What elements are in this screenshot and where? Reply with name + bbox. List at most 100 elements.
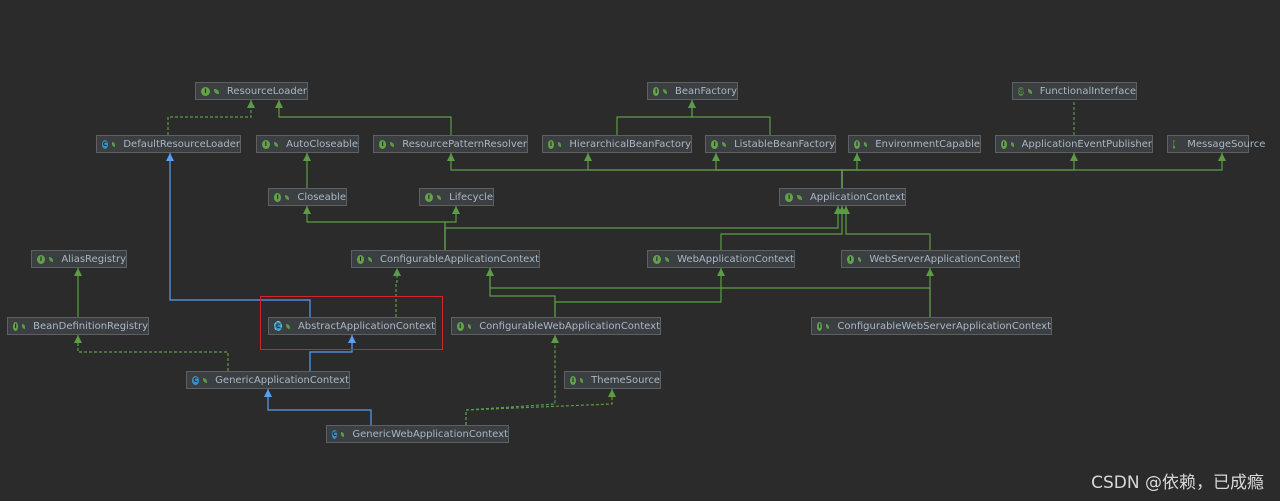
edge-implements <box>77 335 229 371</box>
arrowhead <box>74 268 82 276</box>
node-abstract-application-context[interactable]: C AbstractApplicationContext <box>268 317 436 335</box>
visibility-icon <box>273 141 279 147</box>
node-resource-pattern-resolver[interactable]: I ResourcePatternResolver <box>373 135 528 153</box>
node-configurable-application-context[interactable]: I ConfigurableApplicationContext <box>351 250 540 268</box>
edge-extends-class <box>267 389 372 425</box>
interface-icon: I <box>425 192 433 202</box>
node-label: ListableBeanFactory <box>734 138 835 150</box>
selection-box <box>260 296 443 350</box>
node-label: FunctionalInterface <box>1039 85 1136 97</box>
arrowhead <box>348 335 356 343</box>
class-icon: C <box>332 429 338 439</box>
visibility-icon <box>857 256 862 262</box>
annotation-icon: @ <box>1018 86 1025 96</box>
node-auto-closeable[interactable]: I AutoCloseable <box>256 135 359 153</box>
edge-extends-interface <box>444 206 839 250</box>
node-listable-bean-factory[interactable]: I ListableBeanFactory <box>705 135 836 153</box>
node-label: MessageSource <box>1187 138 1266 150</box>
node-web-server-application-context[interactable]: I WebServerApplicationContext <box>841 250 1020 268</box>
interface-icon: I <box>711 139 719 149</box>
interface-icon: I <box>201 86 210 96</box>
node-message-source[interactable]: I MessageSource <box>1167 135 1265 153</box>
visibility-icon <box>579 377 584 383</box>
interface-icon: I <box>817 321 823 331</box>
node-lifecycle[interactable]: I Lifecycle <box>419 188 494 206</box>
node-web-application-context[interactable]: I WebApplicationContext <box>647 250 795 268</box>
arrowhead <box>712 153 720 161</box>
edge-implements <box>167 100 252 135</box>
node-application-context[interactable]: I ApplicationContext <box>779 188 906 206</box>
visibility-icon <box>664 256 670 262</box>
interface-icon: I <box>854 139 860 149</box>
edge-extends-interface <box>489 268 556 317</box>
interface-icon: I <box>653 86 660 96</box>
interface-icon: I <box>653 254 661 264</box>
interface-icon: I <box>379 139 387 149</box>
edge-extends-interface <box>841 153 1223 188</box>
node-label: ApplicationContext <box>809 191 905 203</box>
node-alias-registry[interactable]: I AliasRegistry <box>31 250 127 268</box>
node-label: ConfigurableApplicationContext <box>380 253 539 265</box>
class-icon: C <box>192 375 200 385</box>
arrowhead <box>717 268 725 276</box>
node-theme-source[interactable]: I ThemeSource <box>564 371 661 389</box>
visibility-icon <box>722 141 727 147</box>
node-bean-factory[interactable]: I BeanFactory <box>647 82 738 100</box>
node-application-event-publisher[interactable]: I ApplicationEventPublisher <box>995 135 1153 153</box>
visibility-icon <box>1028 88 1032 94</box>
node-label: AliasRegistry <box>61 253 126 265</box>
edge-extends-interface <box>616 100 693 135</box>
node-default-resource-loader[interactable]: C DefaultResourceLoader <box>96 135 241 153</box>
edge-extends-interface <box>489 268 931 317</box>
edge-extends-interface <box>691 100 771 135</box>
interface-icon: I <box>1173 139 1176 149</box>
edge-extends-class <box>169 153 311 317</box>
node-closeable[interactable]: I Closeable <box>268 188 347 206</box>
node-resource-loader[interactable]: I ResourceLoader <box>195 82 308 100</box>
arrowhead <box>551 335 559 343</box>
node-environment-capable[interactable]: I EnvironmentCapable <box>848 135 981 153</box>
edge-extends-interface <box>554 268 722 317</box>
node-hierarchical-bean-factory[interactable]: I HierarchicalBeanFactory <box>542 135 692 153</box>
node-label: EnvironmentCapable <box>875 138 980 150</box>
interface-icon: I <box>274 192 282 202</box>
arrowhead <box>393 268 401 276</box>
class-icon: C <box>102 139 108 149</box>
node-functional-interface[interactable]: @ FunctionalInterface <box>1012 82 1137 100</box>
node-label: AutoCloseable <box>286 138 358 150</box>
node-generic-web-application-context[interactable]: C GenericWebApplicationContext <box>326 425 509 443</box>
node-label: HierarchicalBeanFactory <box>569 138 691 150</box>
node-label: ResourceLoader <box>226 85 307 97</box>
node-label: DefaultResourceLoader <box>123 138 240 150</box>
node-configurable-web-server-application-context[interactable]: I ConfigurableWebServerApplicationContext <box>811 317 1052 335</box>
visibility-icon <box>286 323 290 329</box>
arrowhead <box>688 100 696 108</box>
edge-extends-interface <box>278 100 452 135</box>
interface-icon: I <box>457 321 464 331</box>
visibility-icon <box>203 377 208 383</box>
visibility-icon <box>213 88 219 94</box>
visibility-icon <box>436 194 442 200</box>
node-bean-definition-registry[interactable]: I BeanDefinitionRegistry <box>7 317 149 335</box>
visibility-icon <box>558 141 562 147</box>
arrowhead <box>303 153 311 161</box>
arrowhead <box>1070 153 1078 161</box>
node-label: ThemeSource <box>591 374 660 386</box>
interface-icon: I <box>262 139 270 149</box>
arrowhead <box>166 153 174 161</box>
visibility-icon <box>341 431 345 437</box>
node-configurable-web-application-context[interactable]: I ConfigurableWebApplicationContext <box>451 317 661 335</box>
edge-extends-class <box>309 335 353 371</box>
visibility-icon <box>285 194 290 200</box>
visibility-icon <box>467 323 472 329</box>
node-label: WebApplicationContext <box>677 253 794 265</box>
node-label: BeanFactory <box>674 85 737 97</box>
visibility-icon <box>663 88 667 94</box>
node-generic-application-context[interactable]: C GenericApplicationContext <box>186 371 350 389</box>
visibility-icon <box>48 256 54 262</box>
node-label: ConfigurableWebServerApplicationContext <box>837 320 1051 332</box>
arrowhead <box>452 206 460 214</box>
edge-extends-interface <box>845 206 931 250</box>
node-label: BeanDefinitionRegistry <box>33 320 148 332</box>
